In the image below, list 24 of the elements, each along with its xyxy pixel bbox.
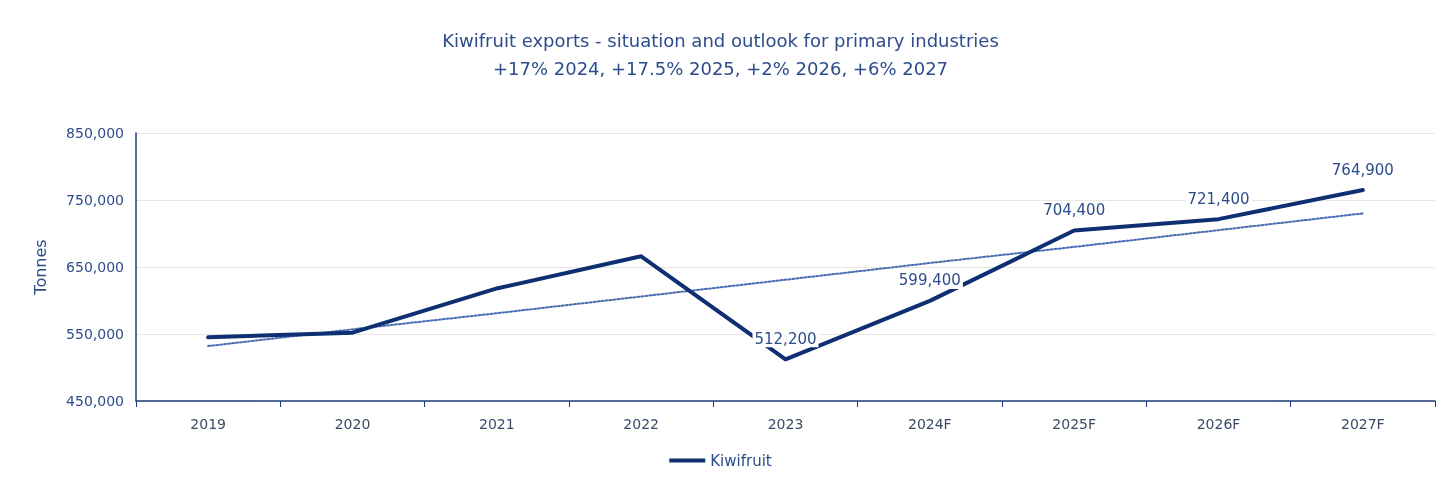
y-tick-label: 850,000 <box>66 125 124 141</box>
y-tick-label: 650,000 <box>66 259 124 275</box>
chart-subtitle: +17% 2024, +17.5% 2025, +2% 2026, +6% 2027 <box>492 57 949 79</box>
data-label: 764,900 <box>1331 160 1394 179</box>
x-tick-label: 2021 <box>479 416 515 432</box>
data-label: 512,200 <box>754 329 817 348</box>
x-tick-label: 2025F <box>1052 416 1097 432</box>
x-tick-label: 2019 <box>190 416 226 432</box>
data-label: 599,400 <box>898 271 961 290</box>
line-series <box>206 188 1365 362</box>
y-axis-title: Tonnes <box>30 239 50 296</box>
x-tick-label: 2022 <box>623 416 659 432</box>
x-tick-label: 2027F <box>1340 416 1385 432</box>
data-label: 721,400 <box>1187 189 1250 208</box>
y-tick-label: 750,000 <box>66 192 124 208</box>
y-tick-label: 450,000 <box>66 393 124 409</box>
x-tick-label: 2024F <box>907 416 952 432</box>
x-tick-label: 2026F <box>1196 416 1241 432</box>
y-tick-label: 550,000 <box>66 326 124 342</box>
legend-label: Kiwifruit <box>710 451 772 470</box>
chart-title: Kiwifruit exports - situation and outlook for primary industries <box>442 29 999 51</box>
x-tick-label: 2023 <box>767 416 804 432</box>
data-label: 704,400 <box>1043 201 1106 220</box>
x-tick-label: 2020 <box>334 416 371 432</box>
